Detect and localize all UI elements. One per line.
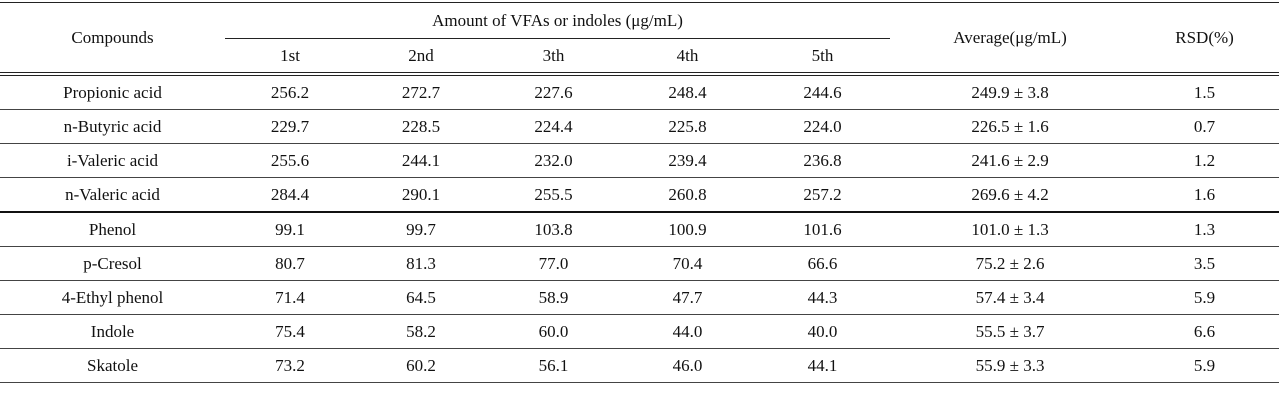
value-cell: 224.4 [487,109,620,144]
value-cell: 99.1 [225,211,355,247]
header-cell: Compounds [0,2,225,76]
value-cell: 56.1 [487,348,620,383]
table-body: Propionic acid 256.2 272.7 227.6 248.4 244.6 2… [0,74,1279,383]
header-cell: 5th [755,38,891,76]
table-row: Indole 75.4 58.2 60.0 44.0 40.0 55.5 ± 3.7 6.6 [0,314,1279,349]
value-cell: 239.4 [620,143,755,178]
rsd-cell: 5.9 [1130,348,1279,383]
header-cell: Amount of VFAs or indoles (μg/mL) [225,2,891,39]
compound-cell: Propionic acid [0,74,225,110]
rsd-cell: 3.5 [1130,246,1279,281]
value-cell: 236.8 [755,143,891,178]
value-cell: 71.4 [225,280,355,315]
average-cell: 55.9 ± 3.3 [890,348,1131,383]
value-cell: 244.6 [755,74,891,110]
table-row: Propionic acid 256.2 272.7 227.6 248.4 244.6 2… [0,74,1279,110]
value-cell: 66.6 [755,246,891,281]
table-row: p-Cresol 80.7 81.3 77.0 70.4 66.6 75.2 ± 2.6 3.… [0,246,1279,281]
compound-cell: n-Butyric acid [0,109,225,144]
compound-cell: Skatole [0,348,225,383]
rsd-cell: 1.5 [1130,74,1279,110]
value-cell: 244.1 [355,143,487,178]
value-cell: 225.8 [620,109,755,144]
rsd-cell: 5.9 [1130,280,1279,315]
table-row: Skatole 73.2 60.2 56.1 46.0 44.1 55.9 ± 3.3 5.9 [0,348,1279,383]
value-cell: 256.2 [225,74,355,110]
table-row: Phenol 99.1 99.7 103.8 100.9 101.6 101.0 ± 1.3… [0,211,1279,247]
compound-cell: n-Valeric acid [0,177,225,213]
header-cell: 3th [487,38,620,76]
value-cell: 248.4 [620,74,755,110]
value-cell: 47.7 [620,280,755,315]
average-cell: 226.5 ± 1.6 [890,109,1131,144]
table-row: i-Valeric acid 255.6 244.1 232.0 239.4 236.8 2… [0,143,1279,178]
value-cell: 255.5 [487,177,620,213]
rsd-cell: 1.6 [1130,177,1279,213]
value-cell: 40.0 [755,314,891,349]
value-cell: 44.1 [755,348,891,383]
value-cell: 58.2 [355,314,487,349]
header-cell: Average(μg/mL) [890,2,1131,76]
table-row: n-Valeric acid 284.4 290.1 255.5 260.8 257.2 2… [0,177,1279,213]
table-row: n-Butyric acid 229.7 228.5 224.4 225.8 224.0 2… [0,109,1279,144]
value-cell: 58.9 [487,280,620,315]
average-cell: 55.5 ± 3.7 [890,314,1131,349]
compound-cell: 4-Ethyl phenol [0,280,225,315]
average-cell: 241.6 ± 2.9 [890,143,1131,178]
compound-cell: i-Valeric acid [0,143,225,178]
value-cell: 284.4 [225,177,355,213]
value-cell: 100.9 [620,211,755,247]
value-cell: 73.2 [225,348,355,383]
value-cell: 257.2 [755,177,891,213]
rsd-cell: 1.2 [1130,143,1279,178]
value-cell: 64.5 [355,280,487,315]
value-cell: 99.7 [355,211,487,247]
header-cell: 1st [225,38,355,76]
value-cell: 232.0 [487,143,620,178]
value-cell: 44.0 [620,314,755,349]
average-cell: 57.4 ± 3.4 [890,280,1131,315]
table-header: Compounds Amount of VFAs or indoles (μg/… [0,2,1279,76]
header-cell: 4th [620,38,755,76]
value-cell: 44.3 [755,280,891,315]
rsd-cell: 1.3 [1130,211,1279,247]
value-cell: 290.1 [355,177,487,213]
value-cell: 70.4 [620,246,755,281]
header-cell: 2nd [355,38,487,76]
average-cell: 101.0 ± 1.3 [890,211,1131,247]
value-cell: 81.3 [355,246,487,281]
value-cell: 101.6 [755,211,891,247]
compound-cell: Phenol [0,211,225,247]
value-cell: 77.0 [487,246,620,281]
rsd-cell: 6.6 [1130,314,1279,349]
compound-cell: Indole [0,314,225,349]
value-cell: 227.6 [487,74,620,110]
header-row: Compounds Amount of VFAs or indoles (μg/… [0,2,1279,76]
value-cell: 272.7 [355,74,487,110]
value-cell: 229.7 [225,109,355,144]
value-cell: 75.4 [225,314,355,349]
value-cell: 80.7 [225,246,355,281]
rsd-cell: 0.7 [1130,109,1279,144]
header-row: 1st 2nd 3th 4th 5th [0,38,1279,76]
header-cell: RSD(%) [1130,2,1279,76]
value-cell: 260.8 [620,177,755,213]
value-cell: 228.5 [355,109,487,144]
value-cell: 60.0 [487,314,620,349]
value-cell: 46.0 [620,348,755,383]
value-cell: 103.8 [487,211,620,247]
average-cell: 75.2 ± 2.6 [890,246,1131,281]
value-cell: 224.0 [755,109,891,144]
compound-cell: p-Cresol [0,246,225,281]
value-cell: 60.2 [355,348,487,383]
results-table: Compounds Amount of VFAs or indoles (μg/… [0,2,1279,383]
average-cell: 269.6 ± 4.2 [890,177,1131,213]
value-cell: 255.6 [225,143,355,178]
table-row: 4-Ethyl phenol 71.4 64.5 58.9 47.7 44.3 57.4 ±… [0,280,1279,315]
average-cell: 249.9 ± 3.8 [890,74,1131,110]
